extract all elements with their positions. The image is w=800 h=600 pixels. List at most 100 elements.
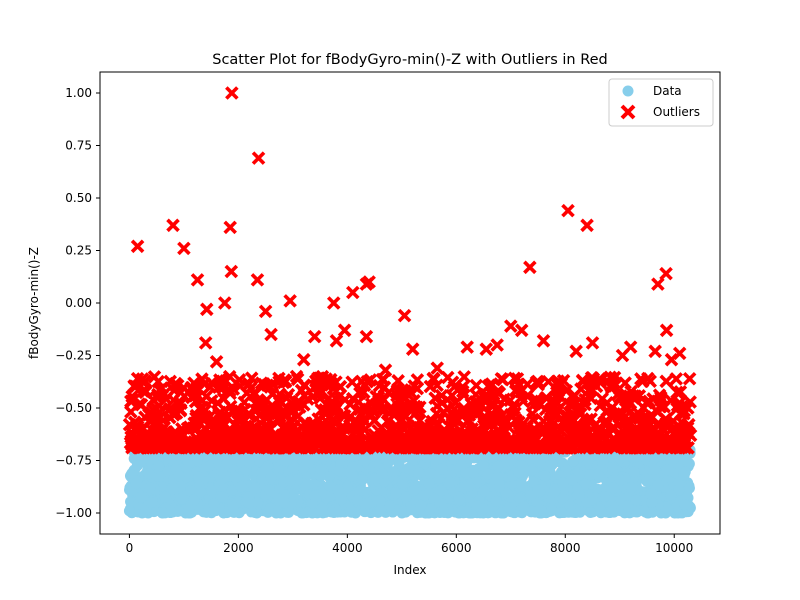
outlier-point bbox=[571, 402, 586, 416]
outlier-point bbox=[124, 394, 138, 409]
outlier-point bbox=[585, 376, 599, 391]
outlier-point bbox=[352, 440, 366, 454]
outlier-point bbox=[604, 381, 619, 395]
outlier-point bbox=[276, 421, 290, 436]
chart-title: Scatter Plot for fBodyGyro-min()-Z with … bbox=[212, 52, 608, 68]
data-point bbox=[390, 487, 402, 499]
data-point bbox=[345, 504, 357, 516]
y-tick-label: −0.50 bbox=[55, 401, 92, 415]
outlier-point bbox=[536, 334, 551, 348]
data-point bbox=[194, 486, 206, 498]
outlier-point bbox=[542, 438, 557, 453]
outlier-point bbox=[329, 334, 344, 348]
data-point bbox=[406, 504, 418, 516]
outlier-point bbox=[400, 431, 414, 446]
outlier-point bbox=[483, 433, 498, 448]
data-point bbox=[229, 471, 241, 483]
data-point bbox=[185, 485, 197, 497]
data-point bbox=[176, 493, 188, 505]
data-point bbox=[478, 485, 490, 497]
x-axis: 0 2000 4000 6000 8000 10000 bbox=[126, 534, 693, 555]
outlier-point bbox=[453, 423, 467, 437]
data-point bbox=[356, 474, 368, 486]
outlier-point bbox=[670, 385, 684, 400]
data-point bbox=[193, 471, 205, 483]
outlier-point bbox=[626, 389, 641, 403]
outlier-point bbox=[571, 405, 586, 420]
outlier-point bbox=[673, 385, 688, 399]
data-point bbox=[130, 478, 142, 490]
outlier-point bbox=[490, 402, 504, 417]
outlier-point bbox=[124, 405, 138, 419]
data-point bbox=[302, 456, 314, 468]
data-point bbox=[517, 460, 529, 472]
data-point bbox=[407, 485, 419, 497]
outlier-point bbox=[241, 378, 256, 392]
outlier-point bbox=[225, 86, 239, 100]
outlier-point bbox=[190, 273, 205, 287]
data-point bbox=[628, 466, 640, 478]
outlier-point bbox=[514, 390, 529, 405]
data-point bbox=[585, 507, 597, 519]
outlier-point bbox=[581, 383, 596, 398]
outlier-point bbox=[262, 420, 277, 435]
outlier-point bbox=[681, 401, 695, 415]
outlier-point bbox=[326, 296, 341, 310]
outlier-point bbox=[245, 440, 260, 454]
outlier-point bbox=[429, 406, 444, 421]
outlier-point bbox=[186, 384, 201, 398]
data-point bbox=[665, 489, 677, 501]
data-point bbox=[263, 484, 275, 496]
data-point bbox=[645, 488, 657, 500]
outlier-point bbox=[342, 410, 357, 424]
outlier-point bbox=[520, 420, 534, 435]
outlier-point bbox=[610, 427, 625, 442]
outlier-point bbox=[608, 437, 623, 451]
data-point bbox=[153, 460, 165, 472]
x-tick-label: 0 bbox=[126, 541, 134, 555]
outlier-point bbox=[351, 395, 366, 410]
data-point bbox=[495, 507, 507, 519]
outlier-point bbox=[371, 394, 386, 408]
outlier-point bbox=[521, 424, 535, 438]
data-point bbox=[135, 492, 147, 504]
data-point bbox=[221, 458, 233, 470]
outlier-point bbox=[440, 393, 455, 407]
outlier-point bbox=[550, 425, 564, 440]
legend-box bbox=[608, 78, 714, 127]
data-point bbox=[683, 482, 695, 494]
legend-outliers-label: Outliers bbox=[653, 105, 700, 119]
outlier-point bbox=[293, 400, 307, 414]
y-axis-label: fBodyGyro-min()-Z bbox=[27, 247, 41, 359]
outlier-point bbox=[362, 434, 376, 448]
outlier-point bbox=[659, 323, 674, 338]
data-point bbox=[307, 506, 318, 518]
data-point bbox=[316, 503, 328, 515]
outlier-point bbox=[504, 319, 518, 333]
data-point bbox=[235, 481, 247, 493]
outlier-point bbox=[659, 266, 673, 281]
outlier-point bbox=[237, 395, 252, 410]
data-point bbox=[436, 463, 448, 475]
outlier-point bbox=[599, 440, 614, 455]
data-point bbox=[661, 464, 673, 476]
data-point bbox=[203, 460, 215, 472]
data-point bbox=[421, 451, 433, 463]
outlier-point bbox=[147, 418, 162, 433]
outlier-point bbox=[530, 394, 545, 409]
data-point bbox=[478, 503, 490, 515]
data-point bbox=[145, 497, 157, 508]
outlier-point bbox=[128, 415, 142, 430]
outlier-point bbox=[498, 440, 512, 454]
outlier-point bbox=[510, 439, 525, 453]
data-point bbox=[504, 502, 516, 514]
data-point bbox=[467, 466, 479, 478]
outlier-point bbox=[438, 437, 453, 452]
data-point bbox=[143, 467, 155, 479]
outlier-point bbox=[623, 340, 638, 354]
outlier-point bbox=[176, 380, 191, 395]
data-point bbox=[594, 503, 606, 515]
x-tick-label: 2000 bbox=[223, 541, 254, 555]
data-point bbox=[315, 463, 327, 475]
data-point bbox=[423, 478, 435, 490]
